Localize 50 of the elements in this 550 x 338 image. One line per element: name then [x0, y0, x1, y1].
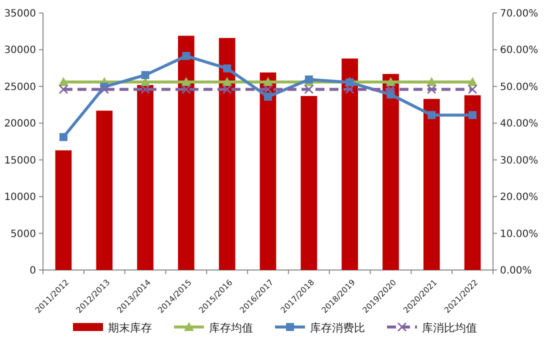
y2-tick-label: 10.00% [500, 228, 538, 240]
point [345, 84, 355, 94]
point [181, 84, 191, 94]
legend-label: 库存消费比 [310, 322, 365, 334]
point [141, 71, 150, 80]
y2-tick-label: 60.00% [500, 45, 538, 56]
y-tick-label: 0 [30, 266, 36, 276]
point [100, 84, 110, 94]
point [468, 111, 477, 120]
legend-label: 库消比均值 [422, 322, 477, 334]
bar [55, 150, 72, 270]
point [304, 75, 313, 84]
point [140, 84, 150, 94]
point [59, 133, 68, 142]
point [304, 84, 314, 94]
point [58, 84, 68, 94]
y-tick-label: 10000 [4, 192, 36, 204]
bar [464, 95, 481, 270]
bar [178, 36, 194, 270]
y-tick-label: 5000 [10, 228, 36, 240]
point [222, 84, 232, 94]
y-tick-label: 30000 [4, 45, 36, 56]
bar [137, 84, 154, 270]
bar [218, 38, 236, 270]
bar [342, 58, 358, 270]
y2-tick-label: 50.00% [500, 82, 538, 93]
y2-tick-label: 20.00% [500, 192, 538, 204]
point [428, 111, 436, 120]
point [263, 84, 273, 94]
point [264, 92, 272, 101]
y2-tick-label: 40.00% [500, 118, 538, 130]
legend-label: 期末库存 [108, 322, 152, 334]
bar [260, 72, 276, 270]
bar [300, 96, 318, 270]
y-tick-label: 25000 [4, 82, 36, 93]
y2-tick-label: 30.00% [500, 155, 538, 166]
point [468, 84, 478, 94]
bar [382, 74, 399, 270]
y-tick-label: 20000 [4, 118, 36, 130]
point [223, 64, 232, 72]
y2-tick-label: 0.00% [500, 266, 532, 276]
y-tick-label: 35000 [4, 8, 36, 20]
legend-label: 库存均值 [209, 322, 253, 334]
point [386, 84, 396, 94]
bar [96, 110, 113, 270]
bar [423, 98, 440, 270]
point [182, 52, 190, 60]
y-tick-label: 15000 [4, 155, 36, 166]
point [426, 84, 436, 94]
y2-tick-label: 70.00% [500, 8, 538, 20]
